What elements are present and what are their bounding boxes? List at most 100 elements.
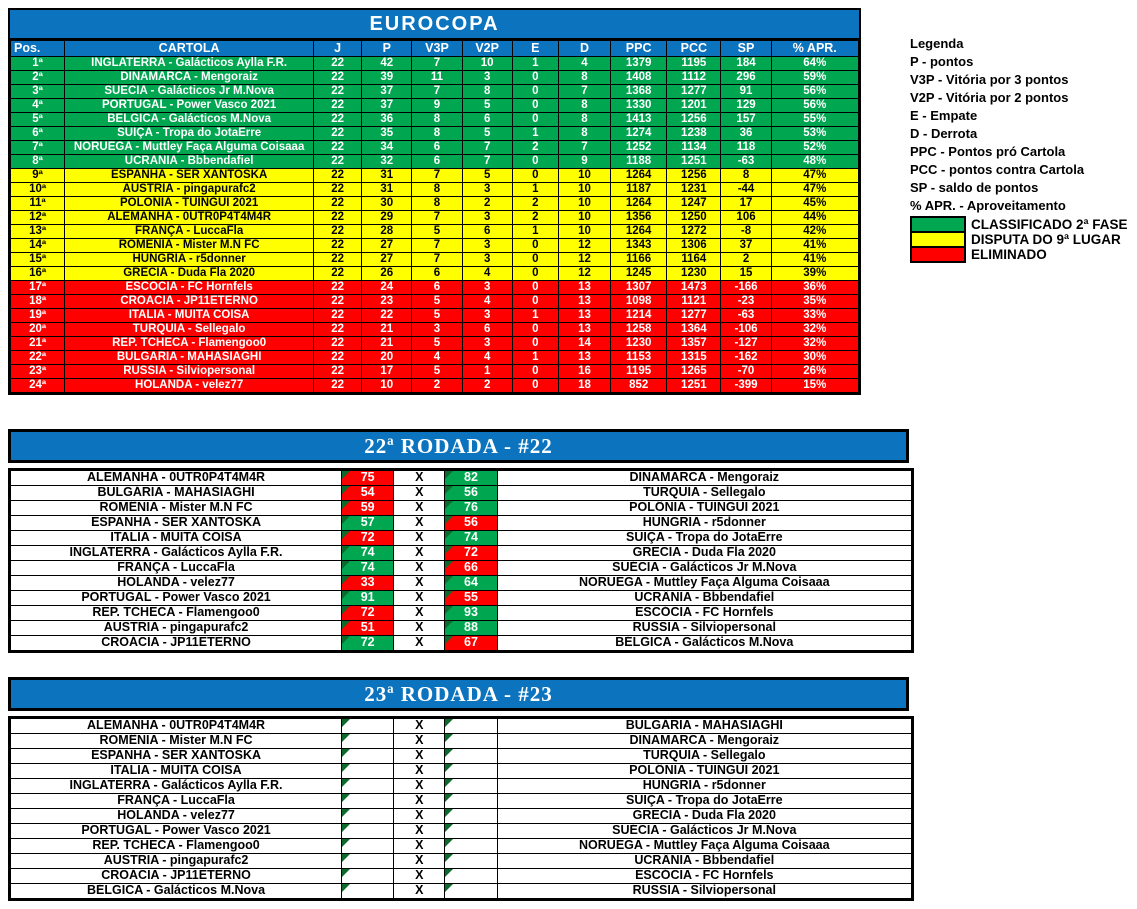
standings-cell-j[interactable]: 22 [313,182,363,197]
standings-cell-p[interactable]: 21 [361,322,413,337]
standings-cell-apr[interactable]: 35% [770,294,860,309]
standings-cell-pos[interactable]: 12ª [9,210,66,225]
home-team-cell[interactable]: ESPANHA - SER XANTOSKA [9,515,343,531]
standings-cell-j[interactable]: 22 [313,364,363,379]
standings-cell-ppc[interactable]: 1343 [610,238,668,253]
standings-cell-v2p[interactable]: 4 [461,294,513,309]
standings-cell-team[interactable]: CROÁCIA - JP11ETERNO [64,294,315,309]
standings-cell-d[interactable]: 13 [557,308,612,323]
home-score-cell[interactable]: 72 [341,635,395,651]
standings-cell-j[interactable]: 22 [313,336,363,351]
standings-cell-v2p[interactable]: 2 [461,196,513,211]
standings-cell-v3p[interactable]: 7 [411,56,463,71]
away-score-cell[interactable]: 82 [444,470,498,486]
standings-cell-pos[interactable]: 11ª [9,196,66,211]
league-title-cell[interactable]: EUROCOPA [10,10,859,40]
standings-cell-sp[interactable]: 2 [720,252,772,267]
standings-cell-pos[interactable]: 6ª [9,126,66,141]
standings-cell-team[interactable]: UCRÂNIA - Bbbendafiel [64,154,315,169]
standings-cell-ppc[interactable]: 1274 [610,126,668,141]
standings-cell-e[interactable]: 0 [511,238,559,253]
away-team-cell[interactable]: DINAMARCA - Mengoraiz [496,470,913,486]
standings-cell-v3p[interactable]: 2 [411,378,463,393]
standings-cell-team[interactable]: ITALIA - MUITA COISA [64,308,315,323]
home-team-cell[interactable]: ITALIA - MUITA COISA [9,530,343,546]
home-team-cell[interactable]: ALEMANHA - 0UTR0P4T4M4R [9,470,343,486]
standings-cell-p[interactable]: 21 [361,336,413,351]
away-team-cell[interactable]: POLÔNIA - TUINGUI 2021 [496,500,913,516]
standings-cell-p[interactable]: 42 [361,56,413,71]
standings-cell-v2p[interactable]: 7 [461,154,513,169]
away-team-cell[interactable]: NORUEGA - Muttley Faça Alguma Coisaaa [496,838,913,854]
away-score-cell[interactable]: 67 [444,635,498,651]
standings-cell-e[interactable]: 1 [511,350,559,365]
away-score-cell[interactable]: 64 [444,575,498,591]
standings-cell-pos[interactable]: 17ª [9,280,66,295]
standings-cell-pcc[interactable]: 1277 [666,84,722,99]
standings-header-apr[interactable]: % APR. [770,40,860,57]
standings-cell-pos[interactable]: 23ª [9,364,66,379]
home-score-cell[interactable] [341,793,395,809]
standings-cell-pos[interactable]: 4ª [9,98,66,113]
standings-cell-sp[interactable]: 91 [720,84,772,99]
standings-cell-ppc[interactable]: 1264 [610,224,668,239]
standings-cell-e[interactable]: 0 [511,336,559,351]
standings-cell-j[interactable]: 22 [313,350,363,365]
standings-cell-pos[interactable]: 3ª [9,84,66,99]
standings-cell-apr[interactable]: 56% [770,84,860,99]
standings-cell-p[interactable]: 31 [361,182,413,197]
standings-cell-d[interactable]: 10 [557,196,612,211]
standings-header-pos[interactable]: Pos. [9,40,66,57]
standings-cell-v3p[interactable]: 6 [411,266,463,281]
standings-cell-pcc[interactable]: 1201 [666,98,722,113]
away-team-cell[interactable]: POLÔNIA - TUINGUI 2021 [496,763,913,779]
standings-cell-team[interactable]: RUSSIA - Silviopersonal [64,364,315,379]
standings-cell-j[interactable]: 22 [313,56,363,71]
standings-cell-v2p[interactable]: 5 [461,126,513,141]
home-team-cell[interactable]: PORTUGAL - Power Vasco 2021 [9,823,343,839]
standings-header-d[interactable]: D [557,40,612,57]
home-score-cell[interactable] [341,823,395,839]
standings-cell-d[interactable]: 12 [557,252,612,267]
standings-cell-apr[interactable]: 32% [770,336,860,351]
standings-cell-e[interactable]: 2 [511,140,559,155]
standings-cell-d[interactable]: 10 [557,168,612,183]
standings-cell-e[interactable]: 0 [511,168,559,183]
home-score-cell[interactable]: 57 [341,515,395,531]
standings-cell-pcc[interactable]: 1251 [666,378,722,393]
standings-cell-ppc[interactable]: 1408 [610,70,668,85]
home-score-cell[interactable]: 91 [341,590,395,606]
standings-cell-v3p[interactable]: 7 [411,252,463,267]
standings-cell-team[interactable]: FRANÇA - LuccaFla [64,224,315,239]
standings-cell-j[interactable]: 22 [313,238,363,253]
away-team-cell[interactable]: GRECIA - Duda Fla 2020 [496,808,913,824]
standings-cell-e[interactable]: 0 [511,294,559,309]
standings-cell-ppc[interactable]: 1252 [610,140,668,155]
standings-cell-pcc[interactable]: 1164 [666,252,722,267]
standings-cell-v3p[interactable]: 8 [411,196,463,211]
standings-cell-apr[interactable]: 30% [770,350,860,365]
home-team-cell[interactable]: HOLANDA - velez77 [9,575,343,591]
versus-cell[interactable]: X [393,530,446,546]
standings-cell-team[interactable]: DINAMARCA - Mengoraiz [64,70,315,85]
standings-cell-apr[interactable]: 45% [770,196,860,211]
versus-cell[interactable]: X [393,808,446,824]
standings-cell-pos[interactable]: 13ª [9,224,66,239]
standings-cell-apr[interactable]: 53% [770,126,860,141]
standings-cell-sp[interactable]: 118 [720,140,772,155]
home-score-cell[interactable]: 75 [341,470,395,486]
standings-cell-pcc[interactable]: 1195 [666,56,722,71]
standings-cell-e[interactable]: 1 [511,56,559,71]
standings-cell-v3p[interactable]: 7 [411,210,463,225]
home-team-cell[interactable]: INGLATERRA - Galácticos Aylla F.R. [9,545,343,561]
standings-cell-d[interactable]: 10 [557,210,612,225]
standings-cell-v3p[interactable]: 5 [411,224,463,239]
standings-cell-p[interactable]: 32 [361,154,413,169]
standings-cell-team[interactable]: SUIÇA - Tropa do JotaErre [64,126,315,141]
standings-cell-apr[interactable]: 64% [770,56,860,71]
standings-cell-v2p[interactable]: 4 [461,266,513,281]
versus-cell[interactable]: X [393,470,446,486]
standings-header-sp[interactable]: SP [720,40,772,57]
standings-cell-j[interactable]: 22 [313,84,363,99]
standings-cell-v3p[interactable]: 9 [411,98,463,113]
